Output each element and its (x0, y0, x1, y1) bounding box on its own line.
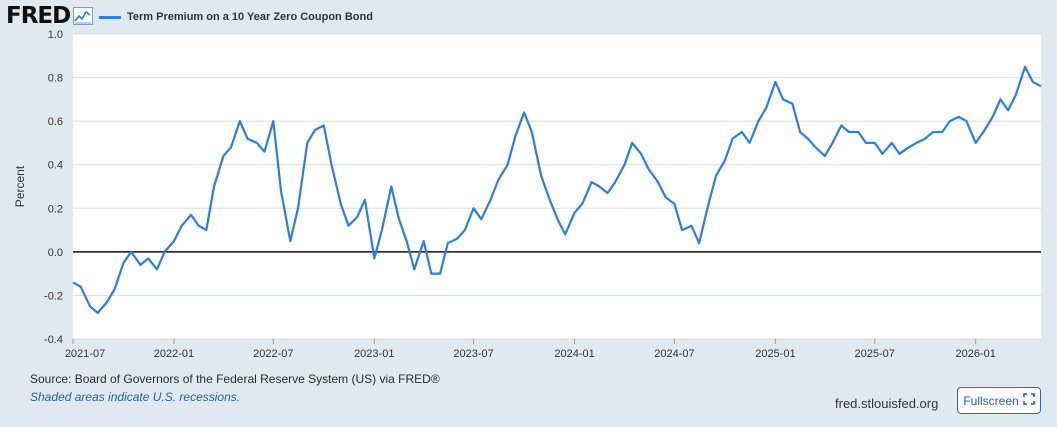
chart-legend: Term Premium on a 10 Year Zero Coupon Bo… (99, 9, 373, 25)
fullscreen-button[interactable]: Fullscreen (957, 387, 1041, 414)
trend-line-icon (73, 7, 93, 30)
line-chart: 1.0 0.8 0.6 0.4 0.2 0.0 -0.2 -0.4 2021-07 2022-0… (13, 29, 1042, 360)
chart-header: FRED Term Premium on a 10 Year Zero Coup… (0, 0, 1057, 34)
x-tick-label: 2025-01 (755, 348, 795, 360)
x-tick-label: 2024-01 (554, 348, 594, 360)
y-tick-label: 1.0 (48, 29, 63, 41)
x-tick-label: 2021-07 (65, 348, 105, 360)
x-tick-label: 2022-07 (253, 348, 293, 360)
legend-swatch (99, 15, 121, 19)
site-url[interactable]: fred.stlouisfed.org (835, 396, 939, 411)
recession-note: Shaded areas indicate U.S. recessions. (30, 390, 241, 404)
fred-logo[interactable]: FRED (6, 3, 71, 29)
x-tick-label: 2022-01 (154, 348, 194, 360)
legend-series-label: Term Premium on a 10 Year Zero Coupon Bo… (127, 11, 373, 23)
y-tick-label: 0.6 (48, 116, 63, 128)
fullscreen-label: Fullscreen (963, 393, 1019, 408)
x-tick-label: 2023-07 (453, 348, 493, 360)
source-note: Source: Board of Governors of the Federa… (30, 372, 440, 386)
y-tick-label: -0.2 (44, 290, 63, 302)
x-tick-label: 2024-07 (654, 348, 694, 360)
y-tick-label: 0.8 (48, 73, 63, 85)
x-tick-label: 2023-01 (354, 348, 394, 360)
y-axis-ticks: 1.0 0.8 0.6 0.4 0.2 0.0 -0.2 -0.4 (44, 29, 63, 346)
gridlines (73, 33, 1041, 340)
y-tick-label: 0.2 (48, 203, 63, 215)
plot-area[interactable] (73, 34, 1041, 339)
y-tick-label: 0.0 (48, 247, 63, 259)
series-line-term-premium (72, 65, 1042, 314)
expand-icon (1022, 393, 1035, 408)
y-axis-label: Percent (13, 165, 27, 207)
y-tick-label: 0.4 (48, 160, 63, 172)
x-tick-label: 2025-07 (855, 348, 895, 360)
x-tick-label: 2026-01 (956, 348, 996, 360)
x-axis-ticks: 2021-07 2022-01 2022-07 2023-01 2023-07 2024-… (65, 339, 996, 360)
y-tick-label: -0.4 (44, 334, 63, 346)
